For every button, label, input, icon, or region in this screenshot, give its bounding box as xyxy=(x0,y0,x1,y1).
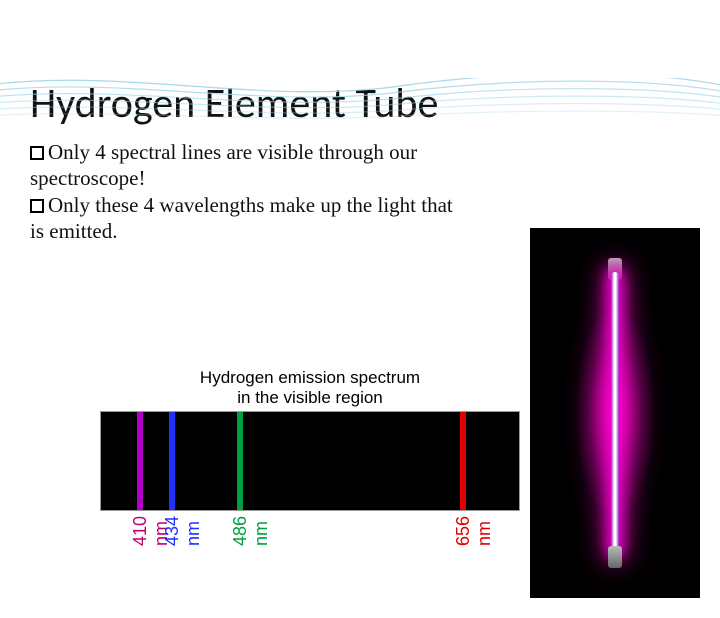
spectral-line-label: 656 nm xyxy=(453,516,495,546)
tube-cap-bottom xyxy=(608,546,622,568)
spectral-line-label: 486 nm xyxy=(230,516,272,546)
spectral-line xyxy=(460,412,466,510)
hydrogen-tube-photo xyxy=(530,228,700,598)
bullet-square-icon xyxy=(30,146,44,160)
spectrum-title-line1: Hydrogen emission spectrum xyxy=(200,368,420,387)
bullet-list: Only 4 spectral lines are visible throug… xyxy=(30,139,470,244)
bullet-text: Only these 4 wavelengths make up the lig… xyxy=(30,193,453,243)
spectral-line xyxy=(137,412,143,510)
spectral-line xyxy=(169,412,175,510)
header-wave-decor xyxy=(0,78,720,148)
spectrum-title-line2: in the visible region xyxy=(237,388,383,407)
spectral-line xyxy=(237,412,243,510)
spectrum-figure: Hydrogen emission spectrum in the visibl… xyxy=(100,368,520,511)
spectrum-title: Hydrogen emission spectrum in the visibl… xyxy=(100,368,520,407)
bullet-item: Only these 4 wavelengths make up the lig… xyxy=(30,192,470,245)
tube-rod xyxy=(611,272,619,553)
bullet-square-icon xyxy=(30,199,44,213)
spectrum-band: 410 nm434 nm486 nm656 nm xyxy=(100,411,520,511)
spectral-line-label: 434 nm xyxy=(162,516,204,546)
